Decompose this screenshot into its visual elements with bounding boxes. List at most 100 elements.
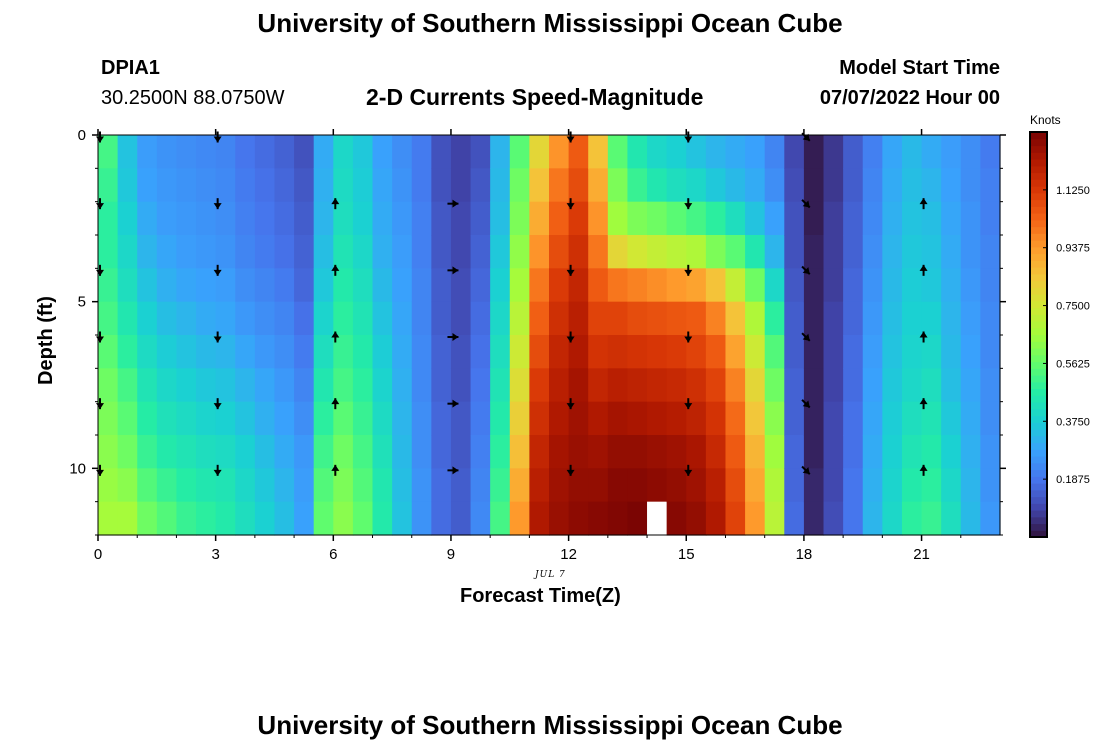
heatmap-cell	[588, 501, 609, 536]
heatmap-cell	[254, 401, 276, 436]
heatmap-cell	[745, 235, 766, 269]
heatmap-cell	[294, 135, 315, 169]
arrow-head	[802, 267, 810, 275]
heatmap-cell	[607, 401, 629, 436]
heatmap-cell	[392, 168, 413, 203]
heatmap-cell	[862, 301, 883, 336]
current-vector-arrow	[96, 464, 104, 476]
heatmap-cell	[647, 301, 668, 336]
heatmap-cell	[941, 501, 962, 536]
heatmap-cell	[490, 268, 511, 303]
heatmap-cell	[176, 301, 197, 336]
arrow-head	[802, 400, 810, 408]
heatmap-cell	[901, 435, 923, 469]
colorbar-tick-label: 0.1875	[1056, 474, 1090, 486]
heatmap-cell	[196, 168, 217, 203]
heatmap-cell	[235, 468, 256, 503]
heatmap-cell	[450, 468, 472, 503]
current-vector-arrow	[96, 331, 104, 343]
colorbar-segment	[1030, 530, 1047, 538]
heatmap-cell	[274, 368, 295, 403]
heatmap-cell	[823, 368, 844, 403]
heatmap-cell	[607, 335, 629, 369]
heatmap-cell	[725, 168, 746, 203]
heatmap-cell	[117, 501, 138, 536]
heatmap-cell	[647, 368, 668, 403]
current-vector-arrow	[213, 398, 222, 410]
heatmap-cell	[549, 368, 570, 403]
heatmap-cell	[862, 268, 883, 303]
heatmap-cell	[549, 401, 570, 436]
current-vectors	[96, 131, 928, 476]
heatmap-cell	[196, 335, 217, 369]
heatmap-cell	[568, 435, 589, 469]
heatmap-cell	[901, 335, 923, 369]
heatmap-cell	[647, 135, 668, 169]
heatmap-cell	[705, 301, 727, 336]
colorbar-segment	[1030, 240, 1047, 248]
heatmap-cell	[294, 268, 315, 303]
heatmap-cell	[803, 235, 825, 269]
arrow-head	[331, 331, 340, 338]
heatmap-cell	[235, 435, 256, 469]
heatmap-cell	[215, 268, 236, 303]
heatmap-cell	[627, 435, 648, 469]
heatmap-cell	[607, 301, 629, 336]
heatmap-cell	[627, 168, 648, 203]
heatmap-cell	[313, 201, 334, 236]
heatmap-cell	[490, 168, 511, 203]
heatmap-cell	[176, 201, 197, 236]
heatmap-cell	[647, 401, 668, 436]
heatmap-cell	[392, 501, 413, 536]
colorbar-segment	[1030, 462, 1047, 471]
heatmap-cell	[803, 368, 825, 403]
heatmap-cell	[529, 501, 550, 536]
heatmap-cell	[764, 201, 785, 236]
heatmap-cell	[960, 201, 981, 236]
heatmap-cell	[803, 335, 825, 369]
heatmap-cell	[882, 201, 903, 236]
heatmap-cell	[509, 435, 530, 469]
heatmap-cell	[882, 268, 903, 303]
heatmap-cell	[333, 501, 354, 536]
heatmap-cell	[725, 401, 746, 436]
colorbar-segment	[1030, 273, 1047, 282]
heatmap-cell	[549, 468, 570, 503]
heatmap-cell	[392, 268, 413, 303]
heatmap-cell	[705, 368, 727, 403]
heatmap-cell	[764, 468, 785, 503]
heatmap-cell	[764, 435, 785, 469]
model-start-value: 07/07/2022 Hour 00	[819, 87, 1000, 109]
heatmap-cell	[862, 335, 883, 369]
colorbar: 1.1250 0.9375 0.7500 0.5625 0.3750 0.1875	[1029, 131, 1090, 538]
heatmap-cell	[921, 168, 942, 203]
heatmap-cell	[921, 301, 942, 336]
colorbar-segment	[1030, 145, 1047, 153]
heatmap-cell-missing	[647, 501, 668, 536]
heatmap-cell	[137, 135, 158, 169]
colorbar-segment	[1030, 321, 1047, 329]
heatmap-cell	[686, 368, 707, 403]
arrow-head	[331, 398, 340, 405]
colorbar-segment	[1030, 348, 1047, 356]
heatmap-cell	[470, 201, 491, 236]
heatmap-cell	[196, 201, 217, 236]
heatmap-cell	[352, 435, 374, 469]
heatmap-cell	[823, 468, 844, 503]
heatmap-cell	[549, 301, 570, 336]
heatmap-cell	[431, 435, 452, 469]
heatmap-cell	[431, 468, 452, 503]
colorbar-tick-label: 0.7500	[1056, 301, 1090, 313]
heatmap-cell	[568, 335, 589, 369]
colorbar-segment	[1030, 361, 1047, 369]
heatmap-cell	[215, 368, 236, 403]
heatmap-cell	[254, 435, 276, 469]
current-vector-arrow	[447, 199, 459, 208]
colorbar-segment	[1030, 314, 1047, 322]
heatmap-cell	[431, 301, 452, 336]
x-tick-label: 15	[678, 546, 695, 563]
heatmap-cell	[235, 401, 256, 436]
heatmap-cell	[509, 268, 530, 303]
heatmap-cell	[941, 268, 962, 303]
heatmap-cell	[372, 468, 393, 503]
